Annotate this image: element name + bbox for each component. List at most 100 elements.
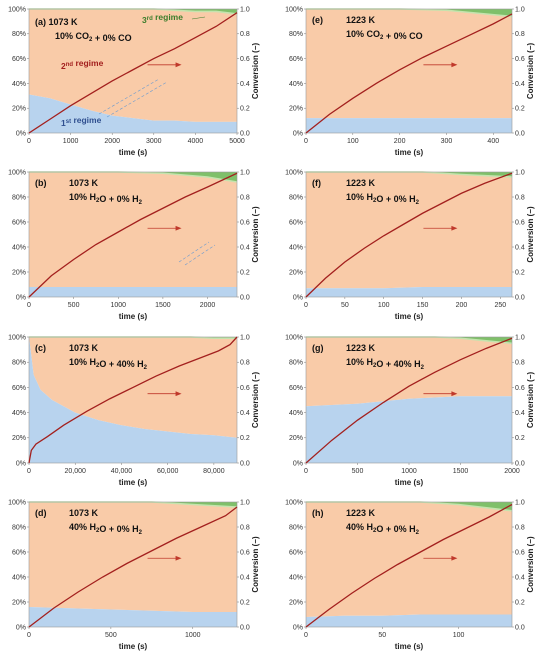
y-right-tick-label: 0.0 [240, 624, 250, 631]
x-tick-label: 2000 [504, 468, 520, 475]
y-left-tick-label: 40% [12, 574, 26, 581]
y-left-tick-label: 0% [293, 460, 303, 467]
x-tick-label: 20,000 [65, 468, 87, 475]
x-tick-label: 500 [68, 302, 80, 309]
x-tick-label: 1000 [63, 138, 79, 145]
arrow-head [175, 225, 182, 231]
panel-label: (h) [312, 508, 324, 518]
y-right-tick-label: 0.6 [515, 56, 525, 63]
area-regime-1 [29, 94, 237, 133]
y-right-axis-title: Conversion (−) [251, 43, 260, 100]
panel-h: 0% 20% 40% 60% 80% 100% 0.0 0.2 0.4 0.6 0.8 1.0 0 50 1… [285, 499, 535, 651]
panel-e: 0% 20% 40% 60% 80% 100% 0.0 0.2 0.4 0.6 0.8 1.0 0 100… [285, 6, 535, 157]
panel-f: 0% 20% 40% 60% 80% 100% 0.0 0.2 0.4 0.6 0.8 1.0 0 50 1… [285, 169, 535, 321]
y-left-tick-label: 100% [8, 334, 26, 341]
area-regime-1 [306, 118, 512, 133]
x-tick-label: 0 [304, 138, 308, 145]
x-axis-title: time (s) [395, 148, 424, 157]
regime-3-leader [191, 16, 206, 20]
panel-d: 0% 20% 40% 60% 80% 100% 0.0 0.2 0.4 0.6 0.8 1.0 0 500… [8, 499, 260, 651]
area-regime-2 [29, 9, 237, 122]
area-regime-2 [306, 9, 512, 119]
y-right-tick-label: 0.0 [515, 624, 525, 631]
y-left-tick-label: 0% [16, 294, 26, 301]
y-left-tick-label: 80% [12, 194, 26, 201]
y-left-tick-label: 60% [12, 219, 26, 226]
arrow-head [175, 391, 182, 397]
x-tick-label: 500 [105, 632, 117, 639]
panel-temperature: 1223 K [346, 343, 376, 353]
y-left-tick-label: 20% [289, 599, 303, 606]
x-axis-title: time (s) [119, 148, 148, 157]
panel-gas-condition: 10% H2O + 40% H2 [69, 357, 148, 371]
y-right-tick-label: 1.0 [240, 499, 250, 506]
y-left-tick-label: 60% [289, 219, 303, 226]
y-right-tick-label: 0.8 [515, 31, 525, 38]
area-regime-3 [306, 337, 512, 344]
area-regime-1 [29, 337, 237, 463]
y-left-tick-label: 0% [293, 130, 303, 137]
y-right-tick-label: 0.6 [515, 549, 525, 556]
y-left-tick-label: 60% [289, 56, 303, 63]
plot-frame [28, 336, 238, 464]
y-left-tick-label: 20% [12, 599, 26, 606]
y-left-tick-label: 100% [285, 334, 303, 341]
y-right-tick-label: 0.2 [240, 106, 250, 113]
x-tick-label: 0 [27, 138, 31, 145]
panel-gas-condition: 10% H2O + 0% H2 [346, 192, 420, 206]
y-right-tick-label: 0.8 [515, 194, 525, 201]
y-left-tick-label: 80% [289, 194, 303, 201]
x-tick-label: 200 [394, 138, 406, 145]
y-left-tick-label: 100% [285, 499, 303, 506]
y-right-tick-label: 0.2 [515, 106, 525, 113]
y-right-axis-title: Conversion (−) [526, 206, 535, 263]
y-left-tick-label: 100% [8, 169, 26, 176]
y-left-tick-label: 100% [285, 6, 303, 13]
y-left-tick-label: 80% [12, 360, 26, 367]
y-right-tick-label: 1.0 [240, 6, 250, 13]
x-tick-label: 250 [494, 302, 506, 309]
y-left-tick-label: 60% [289, 385, 303, 392]
plot-frame [305, 171, 513, 298]
area-regime-2 [29, 502, 237, 612]
arrow-head [451, 62, 458, 68]
x-tick-label: 0 [304, 632, 308, 639]
plot-frame [305, 501, 513, 628]
y-right-tick-label: 0.8 [240, 524, 250, 531]
y-left-tick-label: 60% [12, 56, 26, 63]
y-left-tick-label: 80% [12, 31, 26, 38]
plot-frame [305, 8, 513, 134]
panel-temperature: 1073 K [69, 178, 99, 188]
y-right-tick-label: 0.8 [240, 360, 250, 367]
y-right-tick-label: 1.0 [240, 169, 250, 176]
plot-frame [28, 171, 238, 298]
guide-dashed-line [98, 78, 160, 115]
y-right-axis-title: Conversion (−) [251, 206, 260, 263]
y-left-tick-label: 20% [12, 435, 26, 442]
x-tick-label: 50 [341, 302, 349, 309]
y-right-tick-label: 0.4 [240, 574, 250, 581]
y-left-tick-label: 80% [12, 524, 26, 531]
area-regime-3 [306, 172, 512, 177]
y-right-tick-label: 0.0 [240, 294, 250, 301]
y-left-tick-label: 40% [12, 410, 26, 417]
panel-gas-condition: 40% H2O + 0% H2 [346, 522, 420, 536]
area-regime-2 [306, 337, 512, 407]
y-left-tick-label: 60% [12, 549, 26, 556]
x-tick-label: 1500 [453, 468, 469, 475]
panel-a: 0% 20% 40% 60% 80% 100% 0.0 0.2 0.4 0.6 0.8 1.0 0 100… [8, 6, 260, 157]
y-right-tick-label: 0.2 [240, 269, 250, 276]
panel-g: 0% 20% 40% 60% 80% 100% 0.0 0.2 0.4 0.6 0.8 1.0 0 500… [285, 334, 535, 487]
area-regime-1 [306, 614, 512, 627]
panel-label: (e) [312, 15, 323, 25]
guide-dashed-line [184, 244, 216, 266]
x-tick-label: 3000 [146, 138, 162, 145]
x-tick-label: 1000 [110, 302, 126, 309]
x-tick-label: 150 [417, 302, 429, 309]
y-left-tick-label: 80% [289, 360, 303, 367]
x-tick-label: 1500 [155, 302, 171, 309]
x-tick-label: 200 [456, 302, 468, 309]
plot-frame [28, 8, 238, 134]
